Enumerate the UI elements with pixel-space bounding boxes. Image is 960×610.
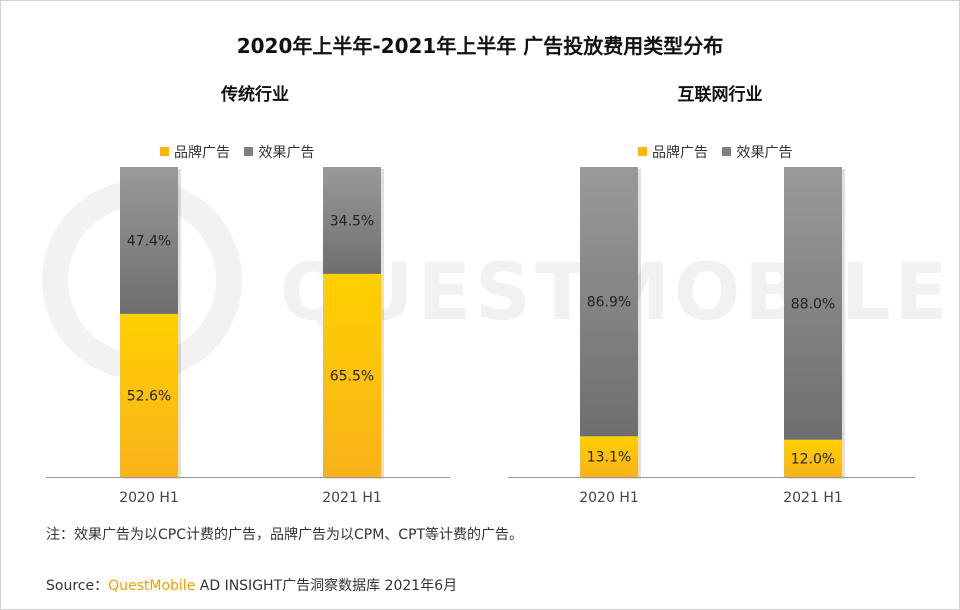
data-label-performance: 47.4% bbox=[127, 233, 171, 249]
bar-brand-0-0 bbox=[120, 313, 178, 477]
source-prefix: Source： bbox=[46, 578, 109, 594]
legend-internet: 品牌广告 效果广告 bbox=[638, 142, 802, 161]
legend-item-performance: 效果广告 bbox=[244, 145, 314, 161]
legend-item-performance: 效果广告 bbox=[722, 145, 792, 161]
legend-traditional: 品牌广告 效果广告 bbox=[160, 142, 324, 161]
legend-label-performance: 效果广告 bbox=[736, 145, 793, 161]
data-label-brand: 65.5% bbox=[330, 368, 374, 384]
source-line: Source：QuestMobile AD INSIGHT广告洞察数据库 202… bbox=[46, 575, 457, 595]
bar-performance-1-0 bbox=[580, 167, 638, 437]
panel-title-internet: 互联网行业 bbox=[677, 85, 763, 105]
x-tick-label: 2021 H1 bbox=[322, 490, 382, 506]
x-tick-label: 2021 H1 bbox=[783, 490, 843, 506]
legend-swatch-performance bbox=[722, 147, 732, 156]
x-tick-label: 2020 H1 bbox=[119, 490, 179, 506]
legend-label-brand: 品牌广告 bbox=[174, 145, 230, 161]
legend-swatch-brand bbox=[160, 147, 169, 156]
data-label-performance: 34.5% bbox=[330, 213, 374, 229]
legend-label-brand: 品牌广告 bbox=[652, 145, 708, 161]
bar-performance-1-1 bbox=[784, 167, 842, 440]
data-label-brand: 12.0% bbox=[791, 451, 835, 467]
panel-title-traditional: 传统行业 bbox=[221, 85, 289, 105]
x-tick-label: 2020 H1 bbox=[579, 490, 639, 506]
data-label-brand: 52.6% bbox=[127, 388, 171, 404]
legend-label-performance: 效果广告 bbox=[258, 145, 315, 161]
legend-swatch-performance bbox=[244, 147, 254, 156]
bar-brand-1-0 bbox=[580, 436, 638, 477]
chart-main-title: 2020年上半年-2021年上半年 广告投放费用类型分布 bbox=[236, 34, 724, 58]
footnote: 注：效果广告为以CPC计费的广告，品牌广告为以CPM、CPT等计费的广告。 bbox=[46, 527, 524, 543]
data-label-performance: 88.0% bbox=[791, 296, 835, 312]
bar-brand-1-1 bbox=[784, 439, 842, 477]
legend-item-brand: 品牌广告 bbox=[160, 145, 230, 161]
bar-brand-0-1 bbox=[323, 273, 381, 477]
source-brand: QuestMobile bbox=[108, 578, 196, 594]
legend-item-brand: 品牌广告 bbox=[638, 145, 708, 161]
data-label-performance: 86.9% bbox=[587, 295, 631, 311]
bar-performance-0-1 bbox=[323, 167, 381, 274]
plot-layer: 47.4% 52.6% 2020 H1 34.5% 65.5% 2021 H1 86.9% 1… bbox=[46, 167, 915, 506]
data-label-brand: 13.1% bbox=[587, 450, 631, 466]
bar-performance-0-0 bbox=[120, 167, 178, 314]
source-rest: AD INSIGHT广告洞察数据库 2021年6月 bbox=[195, 578, 458, 594]
legend-swatch-brand bbox=[638, 147, 647, 156]
